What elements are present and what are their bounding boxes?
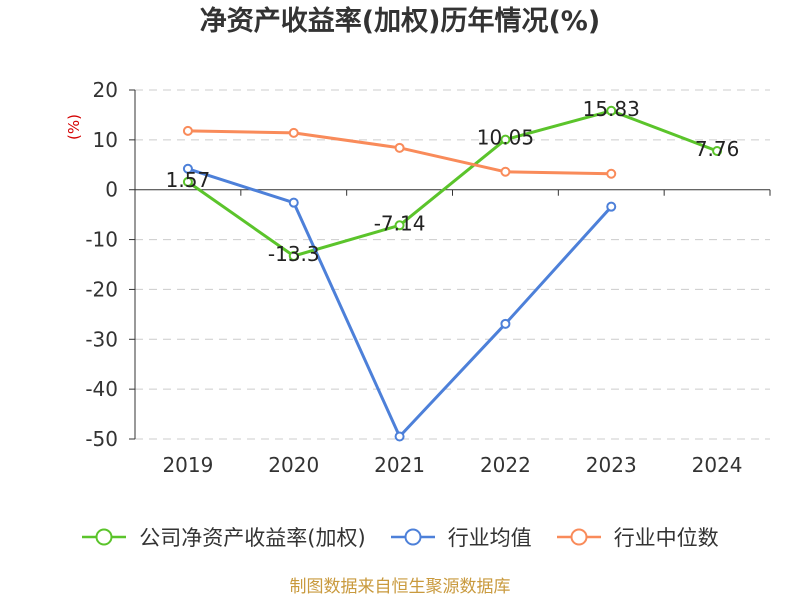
data-point-1 xyxy=(182,163,193,174)
data-point-0 xyxy=(500,134,511,145)
data-point-1 xyxy=(500,318,511,329)
data-label: 15.83 xyxy=(583,97,640,121)
y-tick-label: -10 xyxy=(85,228,118,252)
data-label: 10.05 xyxy=(477,126,534,150)
x-tick-label: 2022 xyxy=(480,453,531,477)
series-line-1 xyxy=(186,167,613,438)
legend-line-circle-icon xyxy=(82,528,127,546)
legend: 公司净资产收益率(加权) 行业均值 行业中位数 xyxy=(0,522,800,552)
x-tick-label: 2021 xyxy=(374,453,425,477)
data-point-2 xyxy=(606,168,617,179)
legend-line-circle-icon xyxy=(390,528,435,546)
data-label: 7.76 xyxy=(695,137,740,161)
x-tick-label: 2020 xyxy=(268,453,319,477)
y-tick-label: 10 xyxy=(93,128,118,152)
legend-line-circle-icon xyxy=(556,528,601,546)
axes: 20 10 0 -10 -20 -30 -40 -50 2019 2020 2021 2022 2023… xyxy=(65,78,771,477)
legend-item-industry-mean[interactable]: 行业均值 xyxy=(390,522,532,552)
data-labels: 1.57 -13.3 -7.14 10.05 15.83 7.76 xyxy=(166,97,740,266)
data-point-0 xyxy=(606,105,617,116)
y-tick-label: 0 xyxy=(105,178,118,202)
y-axis-label: (%) xyxy=(65,114,83,140)
data-point-2 xyxy=(182,125,193,136)
y-tick-label: 20 xyxy=(93,78,118,102)
y-tick-label: -20 xyxy=(85,277,118,301)
data-point-0 xyxy=(288,251,299,262)
data-label: 1.57 xyxy=(166,168,211,192)
legend-label: 公司净资产收益率(加权) xyxy=(139,526,366,550)
legend-label: 行业均值 xyxy=(447,526,532,550)
data-point-1 xyxy=(288,197,299,208)
data-point-0 xyxy=(394,220,405,231)
data-label: -13.3 xyxy=(268,242,320,266)
data-point-2 xyxy=(394,142,405,153)
y-tick-label: -30 xyxy=(85,327,118,351)
series-group xyxy=(182,105,723,442)
chart-title: 净资产收益率(加权)历年情况(%) xyxy=(199,6,601,37)
source-note: 制图数据来自恒生聚源数据库 xyxy=(289,577,511,597)
legend-item-industry-median[interactable]: 行业中位数 xyxy=(556,522,719,552)
legend-label: 行业中位数 xyxy=(613,526,719,550)
data-point-1 xyxy=(394,431,405,442)
data-point-0 xyxy=(712,146,723,157)
x-tick-label: 2019 xyxy=(162,453,213,477)
line-chart: 20 10 0 -10 -20 -30 -40 -50 2019 2020 2021 2022 2023… xyxy=(65,78,771,477)
x-tick-label: 2024 xyxy=(692,453,743,477)
data-point-1 xyxy=(606,201,617,212)
data-label: -7.14 xyxy=(374,211,426,235)
data-point-2 xyxy=(500,166,511,177)
data-point-0 xyxy=(182,176,193,187)
series-line-0 xyxy=(186,109,719,258)
data-point-2 xyxy=(288,127,299,138)
x-tick-label: 2023 xyxy=(586,453,637,477)
legend-item-company-roe[interactable]: 公司净资产收益率(加权) xyxy=(81,522,366,552)
y-tick-label: -40 xyxy=(85,377,118,401)
gridlines xyxy=(135,89,770,440)
y-tick-label: -50 xyxy=(85,427,118,451)
